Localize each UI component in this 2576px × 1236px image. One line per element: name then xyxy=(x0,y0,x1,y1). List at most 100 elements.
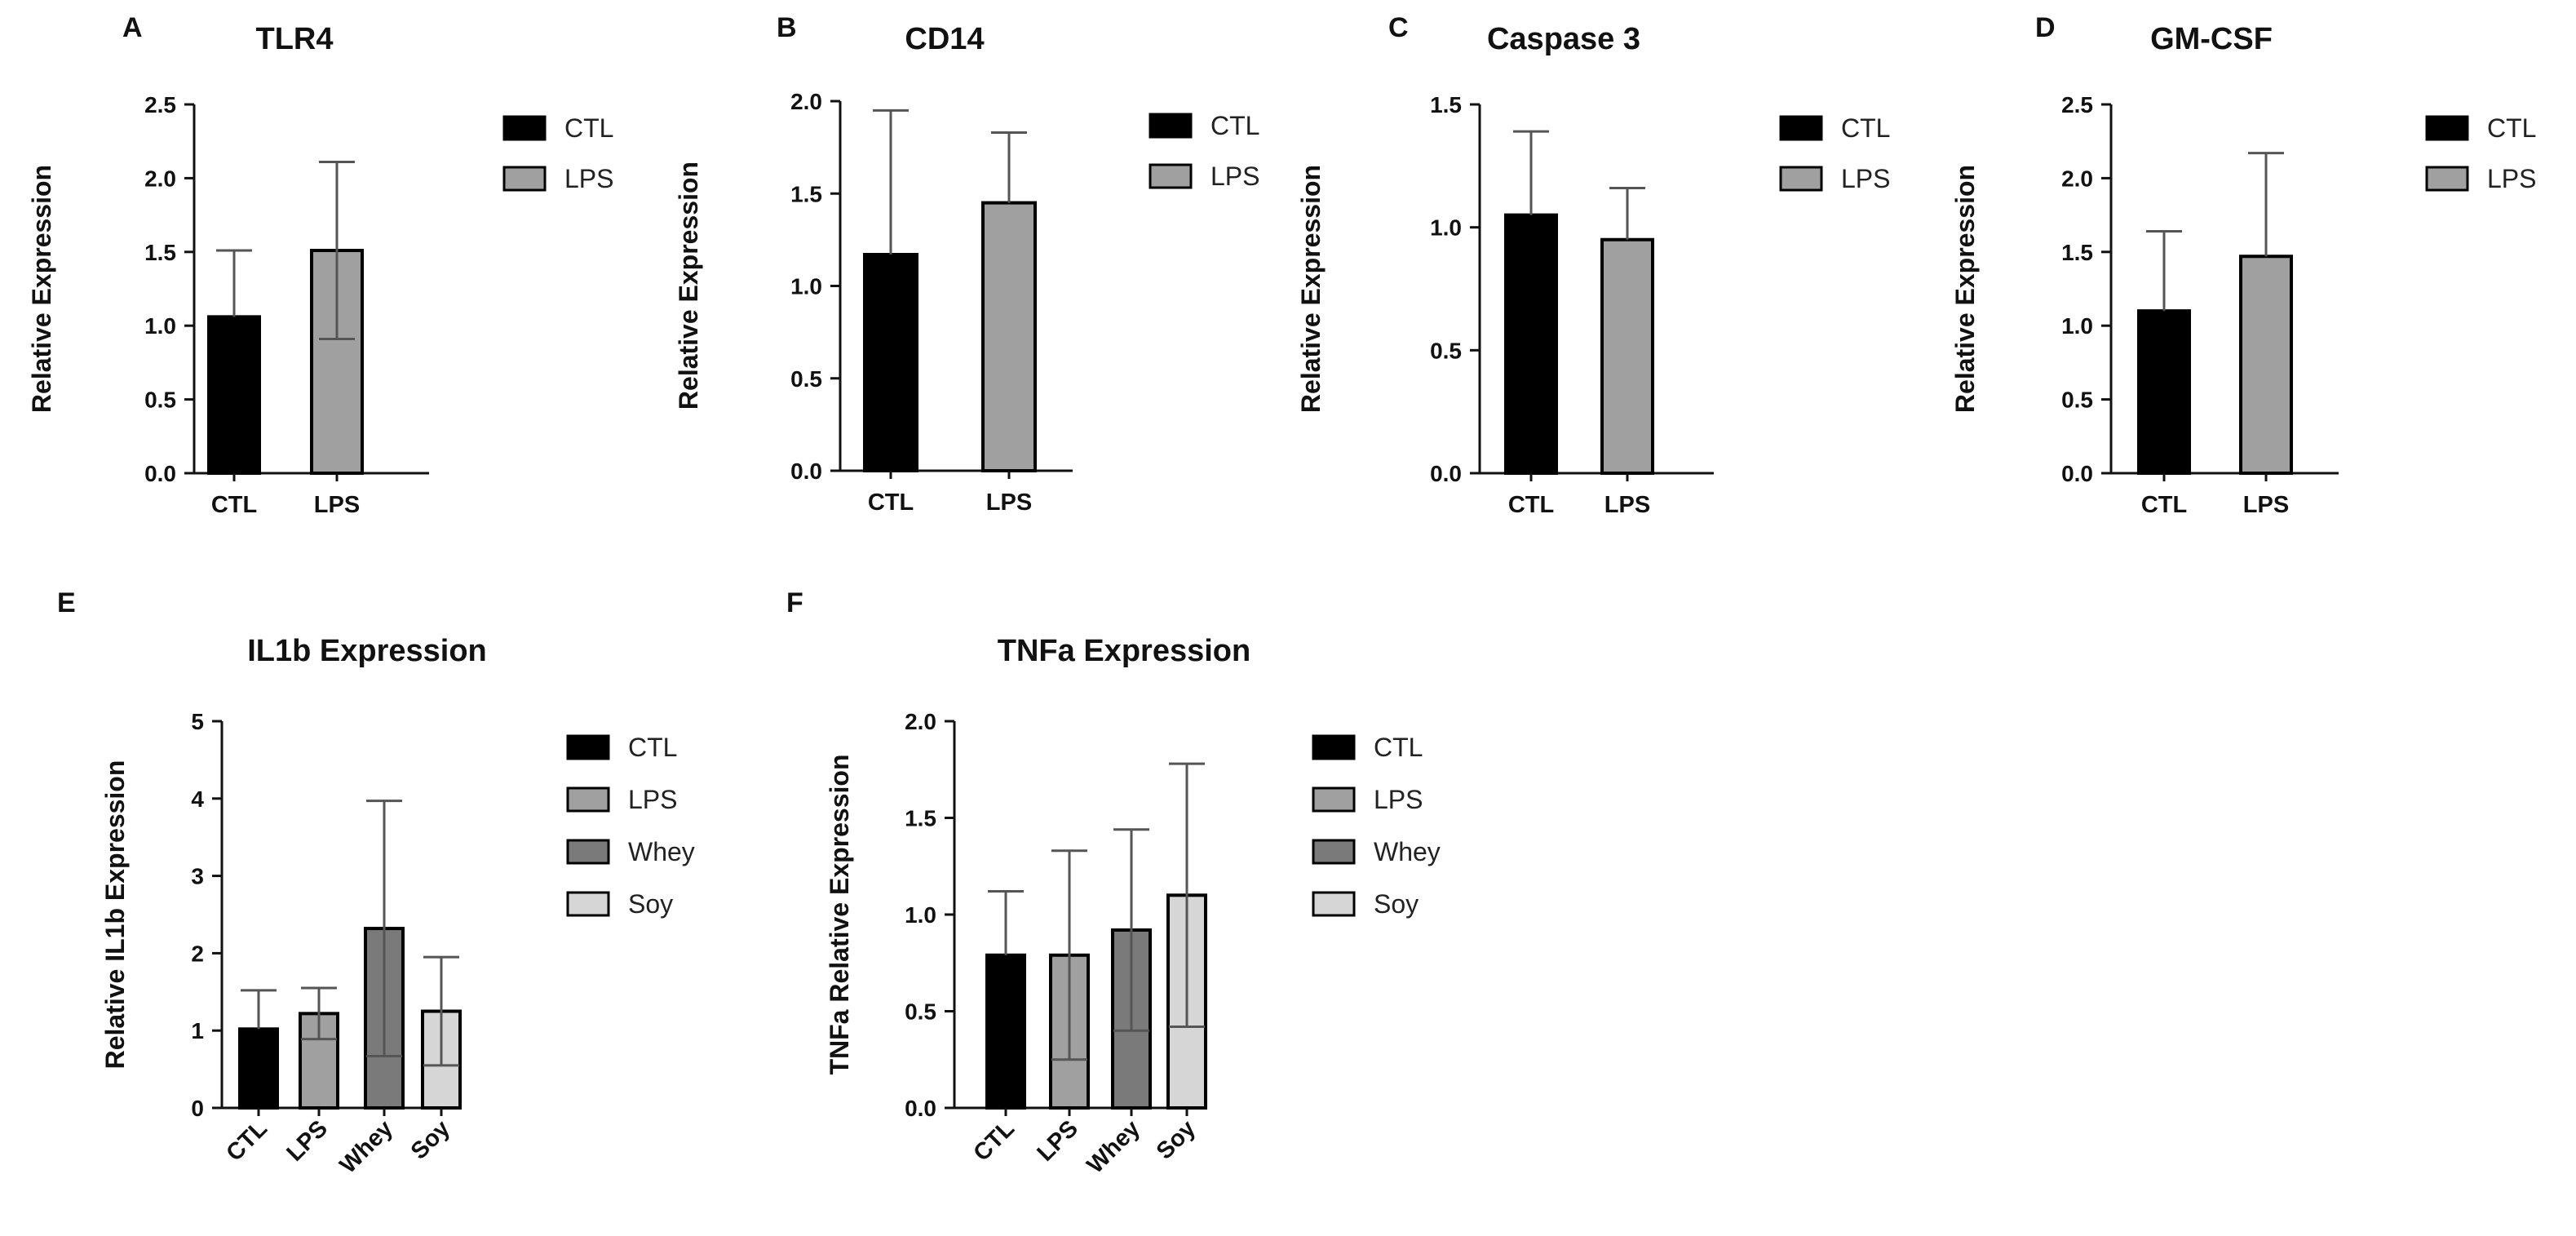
legend-swatch-lps xyxy=(566,786,610,813)
panel-c: C Caspase 3 Relative Expression 0.0 0.5 1.0 1.… xyxy=(1296,12,1890,518)
legend-swatch-ctl xyxy=(1312,734,1356,760)
chart-title: Caspase 3 xyxy=(1487,22,1640,56)
y-axis-label: Relative Expression xyxy=(1950,165,1980,413)
chart-title: TLR4 xyxy=(256,22,334,56)
legend-label: LPS xyxy=(628,785,677,814)
x-tick-label: CTL xyxy=(211,492,257,518)
y-tick-label: 0 xyxy=(191,1096,204,1121)
y-tick-label: 0.5 xyxy=(905,999,936,1025)
x-tick-label: LPS xyxy=(1032,1115,1083,1167)
bar-ctl xyxy=(985,953,1026,1110)
y-tick-label: 1.5 xyxy=(790,181,822,206)
panel-letter: A xyxy=(122,12,143,43)
x-tick-label: CTL xyxy=(968,1115,1019,1166)
y-axis-label: Relative IL1b Expression xyxy=(100,760,130,1070)
y-tick-label: 0.5 xyxy=(790,366,822,392)
x-tick-label: CTL xyxy=(221,1115,272,1166)
legend-label: LPS xyxy=(1841,164,1890,193)
y-tick-label: 0.5 xyxy=(2061,388,2093,413)
x-tick-label: LPS xyxy=(1604,492,1650,518)
y-tick-label: 4 xyxy=(191,786,204,812)
y-tick-label: 1.5 xyxy=(2061,240,2093,265)
bar-ctl xyxy=(238,1027,279,1110)
panel-e: E IL1b Expression Relative IL1b Expression… xyxy=(57,587,695,1179)
x-tick-label: Soy xyxy=(1152,1115,1201,1164)
y-tick-label: 1.5 xyxy=(1430,92,1462,117)
bar-ctl xyxy=(1504,213,1558,475)
legend-label: LPS xyxy=(2487,164,2536,193)
y-tick-label: 0.0 xyxy=(144,461,176,486)
panel-letter: F xyxy=(786,587,803,618)
y-tick-label: 2.5 xyxy=(144,92,176,117)
legend-label: Soy xyxy=(628,889,673,919)
legend-swatch-lps xyxy=(1149,163,1193,189)
x-tick-label: Whey xyxy=(335,1115,398,1178)
chart-title: GM-CSF xyxy=(2150,22,2273,56)
y-tick-label: 2 xyxy=(191,941,204,966)
panel-b: B CD14 Relative Expression 0.0 0.5 1.0 1.5 2.0 C… xyxy=(674,12,1259,516)
bar-ctl xyxy=(207,315,261,475)
y-tick-label: 1.5 xyxy=(144,240,176,265)
y-axis-label: Relative Expression xyxy=(1296,165,1326,413)
bar-ctl xyxy=(2137,309,2191,475)
bar-lps xyxy=(299,1012,339,1110)
y-tick-label: 0.0 xyxy=(790,459,822,484)
y-tick-label: 0.0 xyxy=(1430,461,1462,486)
chart-title: TNFa Expression xyxy=(998,634,1250,668)
x-tick-label: LPS xyxy=(2243,492,2289,518)
y-tick-label: 3 xyxy=(191,864,204,889)
x-tick-label: Soy xyxy=(406,1115,455,1164)
legend-swatch-ctl xyxy=(1149,113,1193,139)
legend-swatch-lps xyxy=(1779,166,1823,192)
legend-label: Whey xyxy=(628,837,695,866)
legend-swatch-lps xyxy=(2425,166,2469,192)
y-tick-label: 1.0 xyxy=(790,274,822,299)
legend-swatch-whey xyxy=(566,839,610,865)
x-tick-label: CTL xyxy=(2141,492,2187,518)
y-tick-label: 1.0 xyxy=(905,902,936,928)
panel-d: D GM-CSF Relative Expression 0.0 0.5 1.0 1.5 2.… xyxy=(1950,12,2536,518)
y-tick-label: 0.5 xyxy=(1430,338,1462,363)
x-tick-label: LPS xyxy=(281,1115,333,1167)
y-tick-label: 2.0 xyxy=(2061,166,2093,191)
y-tick-label: 1 xyxy=(191,1018,204,1043)
bar-lps xyxy=(1600,237,1654,475)
legend-swatch-ctl xyxy=(502,115,547,141)
y-tick-label: 5 xyxy=(191,709,204,734)
y-axis-label: Relative Expression xyxy=(27,165,56,413)
legend-label: LPS xyxy=(1374,785,1423,814)
x-tick-label: Whey xyxy=(1082,1115,1145,1178)
x-tick-label: LPS xyxy=(986,490,1032,516)
y-tick-label: 2.0 xyxy=(790,89,822,114)
legend-label: CTL xyxy=(628,733,677,762)
panel-letter: E xyxy=(57,587,76,618)
panel-a: A TLR4 Relative Expression 0.0 0.5 1.0 1.5 2.0 2… xyxy=(27,12,613,518)
legend-label: CTL xyxy=(1841,113,1890,143)
panel-letter: C xyxy=(1388,12,1409,43)
panel-letter: B xyxy=(777,12,797,43)
y-tick-label: 1.0 xyxy=(1430,215,1462,241)
panel-letter: D xyxy=(2035,12,2056,43)
y-axis-label: Relative Expression xyxy=(674,162,703,410)
y-axis-label: TNFa Relative Expression xyxy=(825,754,854,1074)
legend-swatch-soy xyxy=(1312,891,1356,917)
legend-swatch-ctl xyxy=(566,734,610,760)
y-tick-label: 0.5 xyxy=(144,388,176,413)
legend-swatch-whey xyxy=(1312,839,1356,865)
legend-swatch-lps xyxy=(502,166,547,192)
chart-title: IL1b Expression xyxy=(247,634,487,668)
y-tick-label: 2.0 xyxy=(905,709,936,734)
x-tick-label: LPS xyxy=(314,492,360,518)
x-tick-label: CTL xyxy=(868,490,914,516)
legend-swatch-ctl xyxy=(1779,115,1823,141)
bar-lps xyxy=(2239,255,2293,475)
y-tick-label: 1.0 xyxy=(2061,313,2093,339)
panel-f: F TNFa Expression TNFa Relative Expression… xyxy=(786,587,1441,1179)
bar-lps xyxy=(981,201,1037,472)
legend-swatch-ctl xyxy=(2425,115,2469,141)
y-tick-label: 2.0 xyxy=(144,166,176,191)
legend-label: CTL xyxy=(1211,111,1259,140)
y-tick-label: 0.0 xyxy=(2061,461,2093,486)
x-tick-label: CTL xyxy=(1508,492,1554,518)
